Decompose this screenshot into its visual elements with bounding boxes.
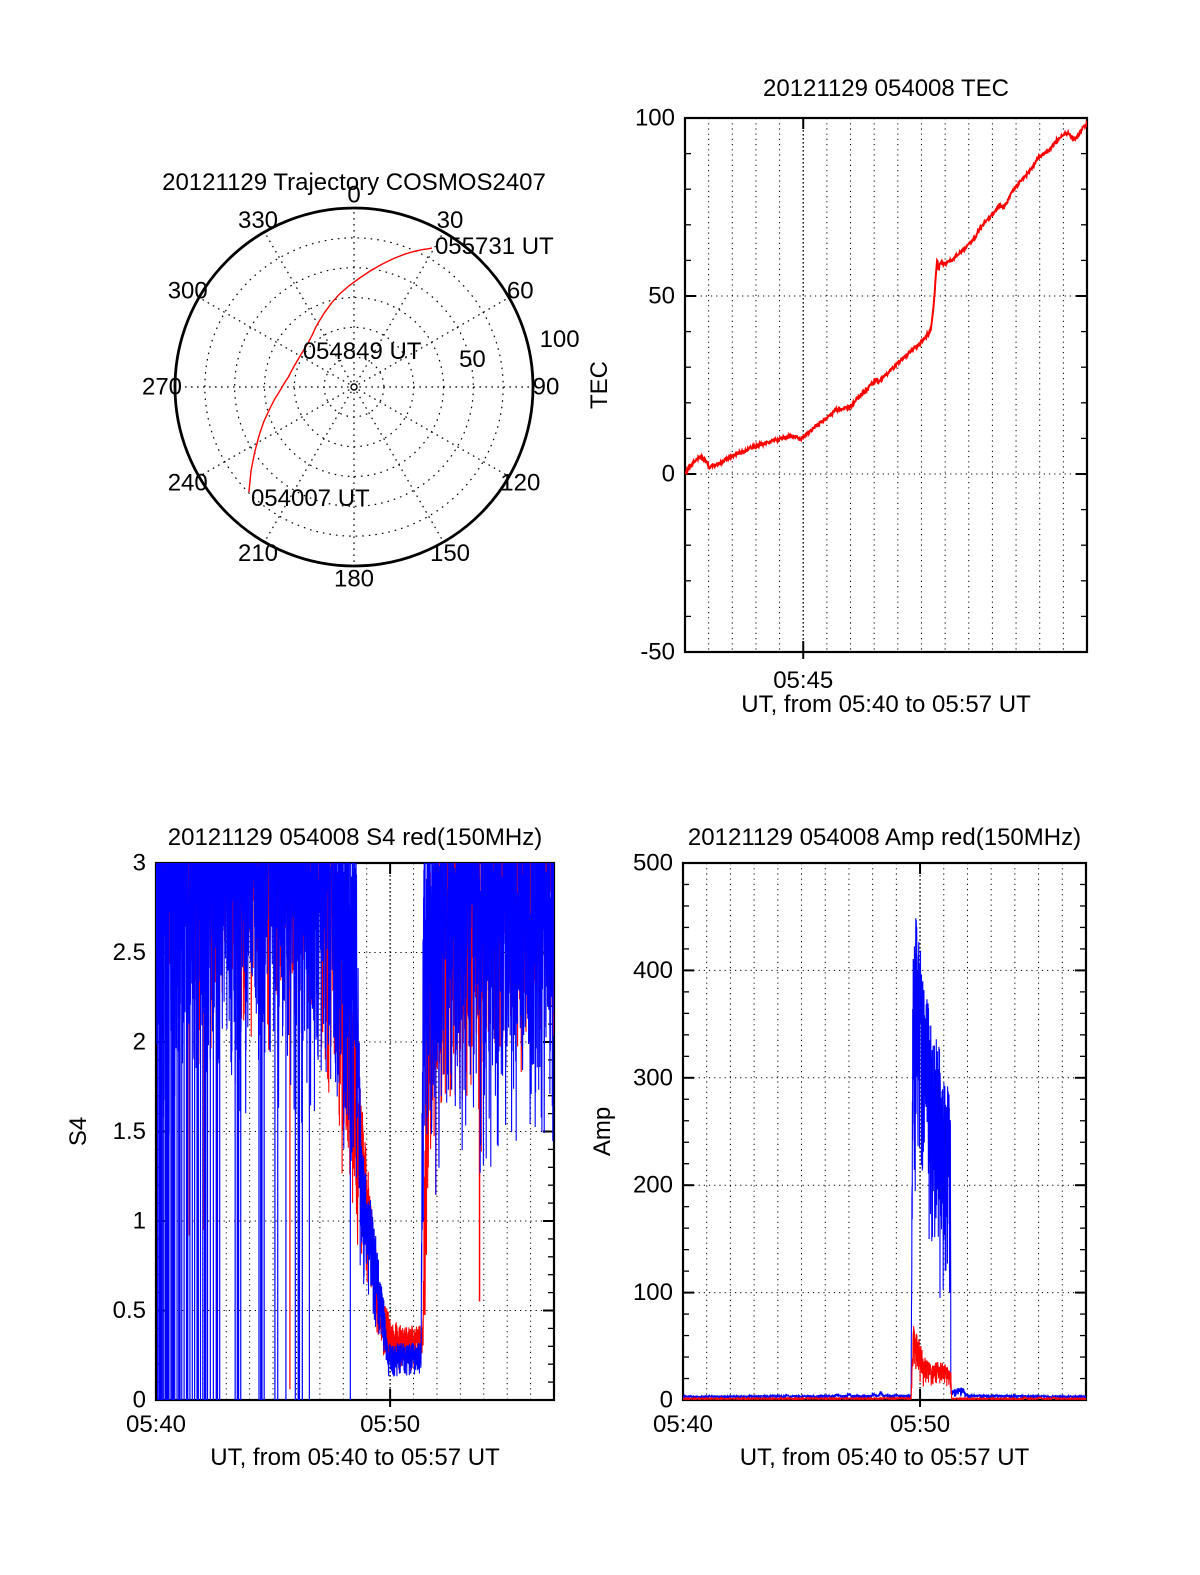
tec-data-area (685, 119, 1087, 476)
azimuth-tick-label: 120 (500, 470, 540, 497)
tec-series-0 (685, 119, 1087, 476)
satellite-trajectory-line (248, 247, 433, 493)
s4-data-area (156, 863, 554, 1400)
trajectory-time-annotation: 054007 UT (251, 485, 370, 512)
s4-series-1 (156, 863, 554, 1377)
amp-xtick-label: 05:40 (653, 1411, 713, 1438)
tec-xtick-label: 05:45 (773, 667, 833, 694)
trajectory-time-annotation: 054849 UT (303, 338, 422, 365)
polar-grid-ring (263, 296, 445, 478)
s4-xlabel: UT, from 05:40 to 05:57 UT (210, 1444, 500, 1471)
radius-tick-label: 100 (540, 326, 580, 353)
azimuth-tick-label: 150 (430, 540, 470, 567)
tec-ytick-label: 100 (635, 105, 675, 132)
amp-ytick-label: 400 (633, 957, 673, 984)
azimuth-tick-label: 240 (168, 470, 208, 497)
amp-ytick-label: 500 (633, 850, 673, 877)
s4-ytick-label: 1.5 (113, 1118, 146, 1145)
amp-plot-frame (681, 861, 1088, 1402)
azimuth-tick-label: 90 (533, 374, 560, 401)
tec-chart: 20121129 054008 TEC UT, from 05:40 to 05:… (586, 75, 1089, 718)
azimuth-tick-label: 330 (238, 207, 278, 234)
s4-ytick-label: 1 (133, 1208, 146, 1235)
amp-ytick-label: 0 (660, 1387, 673, 1414)
azimuth-tick-label: 300 (168, 278, 208, 305)
amp-ylabel: Amp (589, 1107, 616, 1156)
azimuth-tick-label: 30 (437, 207, 464, 234)
tec-ylabel: TEC (586, 361, 613, 409)
azimuth-tick-label: 180 (334, 566, 374, 593)
azimuth-tick-label: 60 (507, 278, 534, 305)
azimuth-tick-label: 270 (142, 374, 182, 401)
polar-grid-ring (323, 356, 385, 418)
s4-ytick-label: 3 (133, 850, 146, 877)
trajectory-chart: 0 30 60 90 120 150 180 210 240 270 300 330 50 100 0540… (142, 169, 580, 593)
s4-ytick-label: 0.5 (113, 1297, 146, 1324)
s4-ytick-label: 2.5 (113, 939, 146, 966)
amp-xlabel: UT, from 05:40 to 05:57 UT (740, 1444, 1030, 1471)
s4-ylabel: S4 (65, 1117, 92, 1146)
trajectory-time-annotation: 055731 UT (435, 233, 554, 260)
s4-ytick-label: 2 (133, 1029, 146, 1056)
amp-ytick-label: 200 (633, 1172, 673, 1199)
s4-chart: 20121129 054008 S4 red(150MHz) UT, from 0… (65, 824, 556, 1471)
tec-ytick-label: 0 (662, 461, 675, 488)
tec-ytick-label: -50 (640, 639, 675, 666)
s4-xtick-label: 05:40 (126, 1411, 186, 1438)
tec-ytick-label: 50 (648, 283, 675, 310)
polar-outer-circle (173, 206, 535, 568)
polar-grid-ring (293, 326, 415, 448)
amp-ytick-label: 300 (633, 1064, 673, 1091)
polar-grid-ring (204, 237, 504, 537)
tec-plot-frame (683, 116, 1089, 654)
s4-title: 20121129 054008 S4 red(150MHz) (168, 824, 542, 851)
s4-ytick-label: 0 (133, 1387, 146, 1414)
azimuth-tick-label: 210 (238, 540, 278, 567)
amp-series-1 (683, 1326, 1086, 1400)
amp-ytick-label: 100 (633, 1279, 673, 1306)
amp-title: 20121129 054008 Amp red(150MHz) (688, 824, 1081, 851)
s4-xtick-label: 05:50 (360, 1411, 420, 1438)
radius-tick-label: 50 (459, 346, 486, 373)
tec-xlabel: UT, from 05:40 to 05:57 UT (741, 691, 1031, 718)
tec-title: 20121129 054008 TEC (763, 75, 1009, 102)
amp-chart: 20121129 054008 Amp red(150MHz) UT, from … (589, 824, 1088, 1471)
polar-center-marker (350, 383, 358, 391)
azimuth-tick-label: 0 (347, 182, 360, 209)
trajectory-title: 20121129 Trajectory COSMOS2407 (162, 169, 546, 196)
amp-data-area (683, 918, 1086, 1400)
amp-xtick-label: 05:50 (890, 1411, 950, 1438)
polar-grid-ring (234, 267, 474, 507)
amp-series-0 (683, 918, 1086, 1400)
